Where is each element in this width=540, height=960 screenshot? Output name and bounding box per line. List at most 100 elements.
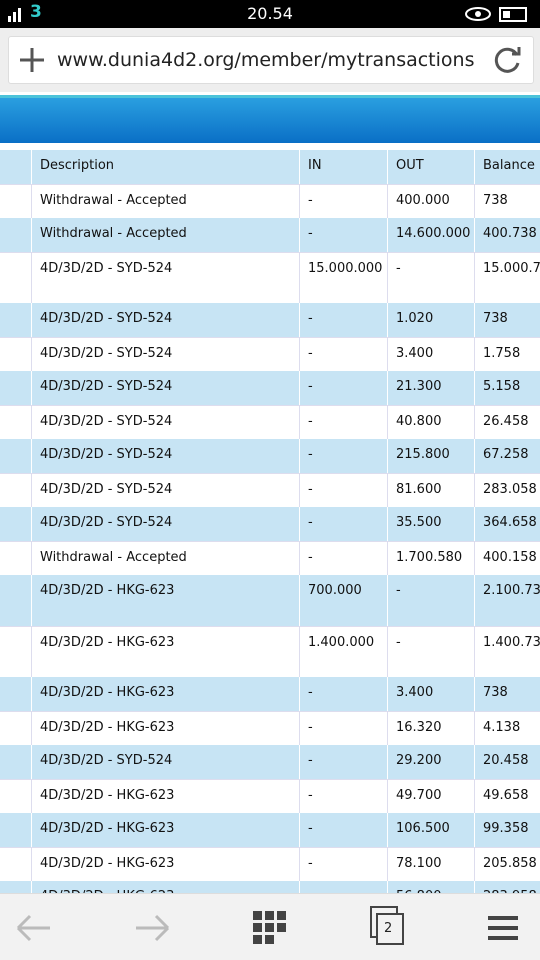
nav-icons	[16, 906, 518, 945]
value-cell: 1.400.738	[475, 627, 540, 677]
description-cell: Withdrawal - Accepted	[32, 218, 300, 252]
value-cell: 16.320	[388, 712, 475, 745]
value-cell: -	[300, 712, 388, 745]
transaction-row: Withdrawal - Accepted -14.600.000 400.738	[0, 218, 540, 252]
value-cell: -	[300, 881, 388, 895]
reload-icon[interactable]	[493, 45, 523, 75]
value-cell: -	[300, 813, 388, 847]
value-cell: 21.300	[388, 371, 475, 405]
description-cell: 4D/3D/2D - SYD-524	[32, 303, 300, 337]
row-lead	[0, 677, 32, 711]
row-lead	[0, 150, 32, 184]
value-cell: 40.800	[388, 406, 475, 439]
value-cell: -	[388, 253, 475, 303]
row-lead	[0, 881, 32, 895]
value-cell: 99.358	[475, 813, 540, 847]
value-cell: 400.000	[388, 185, 475, 218]
address-bar: www.dunia4d2.org/member/mytransactions	[0, 28, 540, 92]
status-icons	[8, 7, 527, 22]
value-cell: 49.700	[388, 780, 475, 813]
value-cell: 29.200	[388, 745, 475, 779]
value-cell: -	[300, 542, 388, 575]
url-field[interactable]: www.dunia4d2.org/member/mytransactions	[8, 36, 534, 84]
value-cell: -	[300, 848, 388, 881]
value-cell: 15.000.738	[475, 253, 540, 303]
network-indicator: 3	[30, 2, 42, 22]
value-cell: 49.658	[475, 780, 540, 813]
value-cell: 400.738	[475, 218, 540, 252]
transaction-row: 4D/3D/2D - SYD-524-21.300 5.158	[0, 371, 540, 405]
value-cell: 215.800	[388, 439, 475, 473]
transaction-row: 4D/3D/2D - SYD-524-81.600 283.058	[0, 473, 540, 507]
description-cell: 4D/3D/2D - HKG-623	[32, 780, 300, 813]
transaction-row: 4D/3D/2D - HKG-623-56.800283.958	[0, 881, 540, 895]
value-cell: 35.500	[388, 507, 475, 541]
value-cell: 15.000.000	[300, 253, 388, 303]
value-cell: 1.700.580	[388, 542, 475, 575]
description-cell: 4D/3D/2D - SYD-524	[32, 474, 300, 507]
site-header	[0, 95, 540, 143]
row-lead	[0, 371, 32, 405]
description-cell: Withdrawal - Accepted	[32, 185, 300, 218]
value-cell: 81.600	[388, 474, 475, 507]
transaction-row: 4D/3D/2D - HKG-623-16.320 4.138	[0, 711, 540, 745]
new-tab-icon[interactable]	[17, 45, 47, 75]
row-lead	[0, 627, 32, 677]
bottom-bar: 2	[0, 893, 540, 960]
description-cell: 4D/3D/2D - HKG-623	[32, 813, 300, 847]
value-cell: -	[300, 406, 388, 439]
row-lead	[0, 338, 32, 371]
row-lead	[0, 218, 32, 252]
description-cell: 4D/3D/2D - HKG-623	[32, 848, 300, 881]
value-cell: 400.158	[475, 542, 540, 575]
value-cell: 283.958	[475, 881, 540, 895]
transaction-row: 4D/3D/2D - SYD-524-1.020 738	[0, 303, 540, 337]
value-cell: 738	[475, 303, 540, 337]
value-cell: 14.600.000	[388, 218, 475, 252]
value-cell: -	[388, 575, 475, 626]
value-cell: 1.400.000	[300, 627, 388, 677]
row-lead	[0, 406, 32, 439]
description-cell: 4D/3D/2D - SYD-524	[32, 406, 300, 439]
value-cell: -	[300, 439, 388, 473]
description-cell: 4D/3D/2D - HKG-623	[32, 575, 300, 626]
description-cell: 4D/3D/2D - HKG-623	[32, 677, 300, 711]
description-cell: 4D/3D/2D - HKG-623	[32, 627, 300, 677]
value-cell: 20.458	[475, 745, 540, 779]
description-cell: Withdrawal - Accepted	[32, 542, 300, 575]
transaction-row: 4D/3D/2D - SYD-524-215.800 67.258	[0, 439, 540, 473]
description-cell: 4D/3D/2D - SYD-524	[32, 507, 300, 541]
row-lead	[0, 474, 32, 507]
transaction-row: Withdrawal - Accepted -400.000 738	[0, 184, 540, 218]
value-cell: -	[300, 507, 388, 541]
row-lead	[0, 303, 32, 337]
value-cell: -	[300, 185, 388, 218]
transaction-row: 4D/3D/2D - HKG-623-106.500 99.358	[0, 813, 540, 847]
description-cell: 4D/3D/2D - SYD-524	[32, 253, 300, 303]
transaction-row: Withdrawal - Accepted -1.700.580 400.158	[0, 541, 540, 575]
value-cell: 700.000	[300, 575, 388, 626]
value-cell: 3.400	[388, 338, 475, 371]
description-cell: 4D/3D/2D - SYD-524	[32, 439, 300, 473]
description-cell: 4D/3D/2D - SYD-524	[32, 371, 300, 405]
value-cell: 1.758	[475, 338, 540, 371]
value-cell: 205.858	[475, 848, 540, 881]
transaction-row: 4D/3D/2D - HKG-623-49.700 49.658	[0, 779, 540, 813]
transactions-table: Description IN OUT Balance Withdrawal - Acce…	[0, 150, 540, 895]
row-lead	[0, 542, 32, 575]
tab-count[interactable]: 2	[384, 921, 393, 936]
value-cell: 56.800	[388, 881, 475, 895]
transaction-row: 4D/3D/2D - SYD-524-29.200 20.458	[0, 745, 540, 779]
description-cell: Description	[32, 150, 300, 184]
transaction-row: 4D/3D/2D - SYD-524-35.500 364.658	[0, 507, 540, 541]
transaction-row: 4D/3D/2D - HKG-623-3.400 738	[0, 677, 540, 711]
value-cell: 5.158	[475, 371, 540, 405]
value-cell: -	[300, 677, 388, 711]
value-cell: -	[300, 474, 388, 507]
row-lead	[0, 745, 32, 779]
header-row: Description IN OUT Balance	[0, 150, 540, 184]
row-lead	[0, 813, 32, 847]
value-cell: -	[300, 338, 388, 371]
row-lead	[0, 575, 32, 626]
